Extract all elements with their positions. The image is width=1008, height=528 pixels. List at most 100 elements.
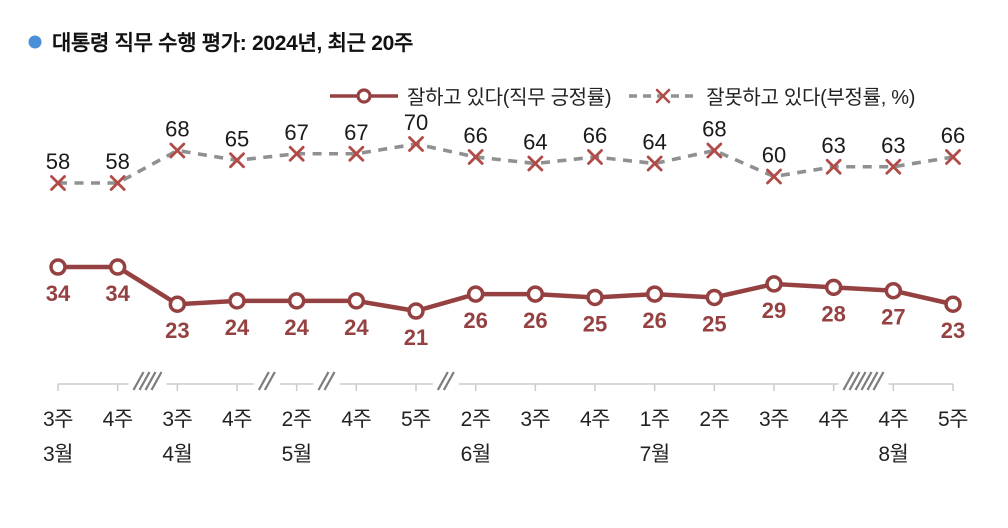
circle-marker	[466, 285, 485, 303]
positive-value-label: 26	[642, 308, 666, 333]
positive-value-label: 24	[225, 315, 250, 340]
x-axis-month-label: 6월	[461, 443, 491, 466]
chart-header: 대통령 직무 수행 평가: 2024년, 최근 20주	[28, 27, 413, 57]
circle-marker	[108, 258, 127, 276]
x-axis-month-label: 8월	[878, 443, 908, 466]
negative-value-label: 66	[941, 123, 965, 148]
positive-value-label: 28	[821, 301, 845, 326]
x-axis-week-label: 3주	[162, 408, 192, 431]
negative-value-label: 68	[702, 117, 726, 142]
negative-value-label: 66	[583, 123, 607, 148]
positive-value-label: 23	[941, 318, 965, 343]
x-marker	[766, 168, 782, 185]
circle-marker	[526, 285, 545, 303]
x-marker	[527, 155, 544, 172]
x-marker	[109, 175, 126, 191]
positive-value-label: 34	[105, 281, 130, 306]
chart-legend: 잘하고 있다(직무 긍정률) 잘못하고 있다(부정률, %)	[328, 81, 915, 110]
legend-item-negative: 잘못하고 있다(부정률, %)	[627, 81, 915, 110]
x-marker	[229, 152, 245, 169]
axis-break-slash	[323, 371, 336, 391]
positive-value-label: 29	[762, 298, 786, 323]
axis-break-slash	[150, 371, 163, 391]
axis-break-slash	[436, 371, 449, 391]
x-axis-week-label: 3주	[759, 408, 789, 431]
circle-marker	[168, 295, 187, 313]
legend-label-positive: 잘하고 있다(직무 긍정률)	[407, 87, 612, 109]
negative-value-label: 70	[404, 110, 428, 135]
circle-marker	[586, 288, 604, 307]
circle-marker	[49, 258, 67, 276]
axis-break-slash	[138, 371, 151, 391]
positive-value-label: 25	[702, 311, 726, 336]
axis-break-slash	[144, 371, 157, 391]
axis-break-slash	[848, 371, 861, 391]
x-axis-month-label: 5월	[282, 443, 312, 466]
negative-value-label: 68	[165, 117, 189, 142]
circle-marker	[407, 302, 425, 320]
circle-marker	[705, 288, 724, 307]
positive-value-label: 27	[881, 305, 905, 330]
x-axis-week-label: 4주	[222, 408, 252, 431]
dashed-line-x-marker-icon	[629, 88, 698, 103]
axis-break-slash	[842, 371, 855, 391]
x-marker	[408, 136, 424, 152]
axis-break-slash	[872, 371, 885, 391]
legend-item-positive: 잘하고 있다(직무 긍정률)	[328, 81, 612, 110]
circle-marker	[765, 275, 783, 293]
positive-value-label: 24	[284, 315, 309, 340]
positive-series-line	[55, 264, 956, 314]
negative-value-label: 58	[105, 149, 129, 174]
positive-value-label: 26	[463, 308, 487, 333]
x-axis-week-label: 4주	[341, 408, 371, 431]
negative-value-label: 58	[46, 149, 70, 174]
axis-break-slash	[866, 371, 879, 391]
x-axis-week-label: 3주	[43, 408, 73, 431]
circle-marker	[645, 285, 664, 303]
axis-break-slash	[442, 371, 455, 391]
x-marker	[646, 155, 663, 172]
x-axis-week-label: 1주	[640, 408, 670, 431]
x-marker	[50, 175, 66, 191]
x-marker	[467, 149, 484, 165]
x-axis-week-label: 5주	[938, 408, 968, 431]
x-marker	[169, 142, 186, 159]
negative-value-label: 67	[344, 120, 368, 145]
x-marker	[825, 158, 842, 175]
negative-value-label: 63	[821, 133, 845, 158]
axis-break-slash	[257, 371, 270, 391]
solid-line-circle-marker-icon	[330, 87, 398, 104]
x-axis-week-label: 5주	[401, 408, 431, 431]
negative-value-label: 65	[225, 126, 249, 151]
circle-marker	[944, 295, 962, 313]
x-marker	[348, 145, 365, 162]
negative-value-label: 67	[284, 120, 308, 145]
x-axis-week-label: 4주	[103, 408, 133, 431]
negative-value-label: 60	[762, 143, 786, 168]
circle-marker	[884, 281, 903, 300]
x-marker	[706, 142, 723, 159]
circle-marker	[287, 292, 306, 310]
x-axis-week-label: 3주	[520, 408, 550, 431]
bullet-icon	[28, 35, 42, 49]
positive-value-label: 26	[523, 308, 547, 333]
positive-value-label: 25	[583, 311, 607, 336]
page-title: 대통령 직무 수행 평가: 2024년, 최근 20주	[52, 32, 413, 55]
circle-marker	[347, 292, 366, 310]
negative-value-label: 64	[523, 130, 547, 155]
negative-value-label: 64	[642, 130, 666, 155]
positive-value-label: 24	[344, 315, 369, 340]
x-axis-week-label: 4주	[878, 408, 908, 431]
circle-marker	[228, 292, 246, 310]
x-axis-month-label: 4월	[162, 443, 192, 466]
negative-value-label: 66	[463, 123, 487, 148]
x-axis-week-label: 2주	[282, 408, 312, 431]
negative-series-line	[58, 142, 954, 185]
negative-value-label: 63	[881, 133, 905, 158]
x-axis-week-label: 2주	[461, 408, 491, 431]
circle-marker	[824, 278, 843, 297]
x-axis-month-label: 7월	[640, 443, 670, 466]
axis-break-slash	[263, 371, 276, 391]
axis-break-slash	[317, 371, 330, 391]
